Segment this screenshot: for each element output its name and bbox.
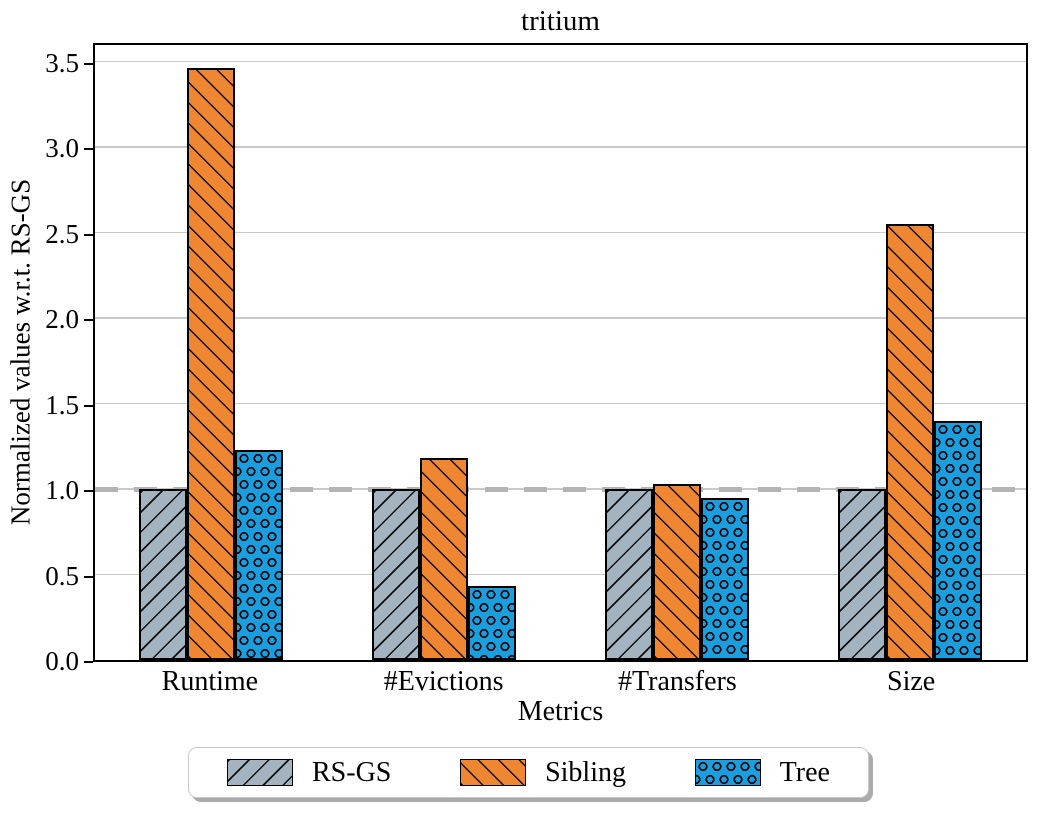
x-tick-label: #Evictions	[383, 666, 504, 697]
plot-area	[93, 43, 1028, 662]
bar-sibling	[420, 458, 469, 660]
bar-rs-gs	[837, 489, 886, 660]
gridline-y-3.0	[95, 146, 1026, 148]
y-tick-label: 0.5	[45, 560, 79, 591]
bar-tree	[933, 420, 982, 660]
bar-group-evictions	[328, 45, 561, 660]
legend: RS-GS Sibling Tree	[188, 747, 869, 798]
y-tick-label: 1.5	[45, 389, 79, 420]
y-tick-label: 0.0	[45, 645, 79, 676]
legend-swatch	[694, 759, 761, 786]
x-tick-label: Runtime	[161, 666, 259, 697]
y-tick-mark	[84, 62, 93, 65]
gridline-y-2.0	[95, 317, 1026, 319]
y-tick-mark	[84, 319, 93, 321]
gridline-y-3.5	[95, 60, 1026, 63]
legend-item-rs-gs: RS-GS	[227, 756, 392, 788]
gridline-y-1.5	[95, 402, 1026, 405]
x-tick-label: Size	[887, 666, 936, 697]
y-tick-label: 3.5	[45, 47, 79, 78]
y-tick-label: 3.0	[45, 132, 79, 163]
bar-group-runtime	[95, 45, 328, 660]
bar-rs-gs	[372, 489, 421, 660]
bar-tree	[468, 586, 517, 660]
legend-item-tree: Tree	[694, 756, 830, 788]
reference-line	[95, 486, 1026, 492]
legend-item-sibling: Sibling	[460, 756, 626, 788]
bar-sibling	[885, 223, 934, 660]
gridline-y-2.5	[95, 231, 1026, 234]
bar-tree	[700, 497, 749, 660]
y-tick-label: 1.0	[45, 474, 79, 505]
bar-group-transfers	[561, 45, 794, 660]
y-tick-mark	[84, 233, 93, 236]
x-tick-label: #Transfers	[618, 666, 737, 697]
bar-group-size	[793, 45, 1026, 660]
y-tick-mark	[84, 575, 93, 578]
y-tick-mark	[84, 490, 93, 492]
legend-label: Tree	[779, 756, 830, 788]
y-tick-mark	[84, 661, 93, 663]
y-tick-mark	[84, 148, 93, 151]
bar-sibling	[187, 68, 236, 660]
y-tick-mark	[84, 404, 93, 407]
legend-label: RS-GS	[312, 756, 392, 788]
chart-title: tritium	[521, 5, 600, 37]
x-axis-label: Metrics	[517, 696, 604, 727]
legend-swatch	[227, 759, 293, 786]
y-tick-label: 2.5	[45, 218, 79, 249]
y-tick-label: 2.0	[45, 303, 79, 334]
legend-swatch	[460, 759, 527, 786]
bar-rs-gs	[604, 489, 653, 660]
gridline-y-0.5	[95, 573, 1026, 576]
bar-sibling	[652, 483, 701, 660]
bar-rs-gs	[139, 489, 188, 660]
legend-label: Sibling	[545, 756, 626, 788]
bar-tree	[235, 449, 284, 660]
